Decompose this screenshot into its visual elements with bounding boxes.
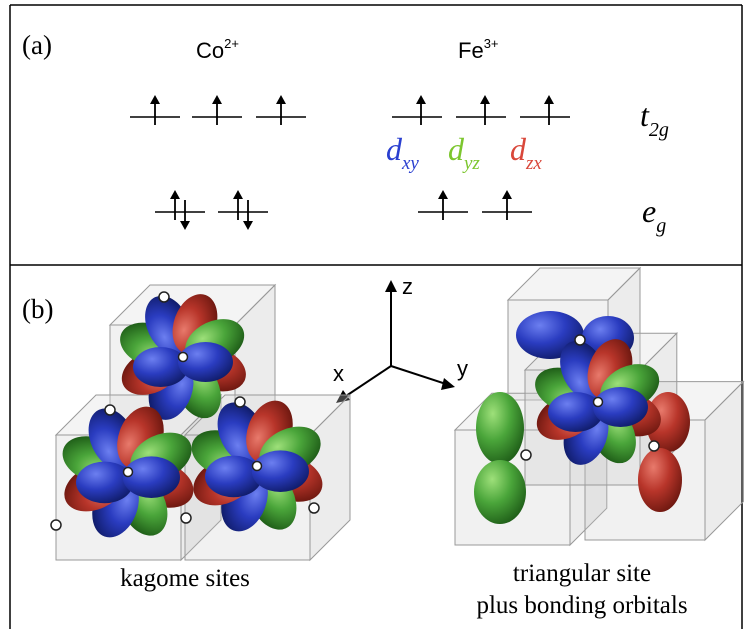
axis-label: y	[457, 356, 468, 381]
site	[594, 398, 603, 407]
site	[51, 520, 61, 530]
orbital-symbol: d	[510, 131, 527, 167]
site	[649, 441, 659, 451]
site	[575, 335, 585, 345]
site	[521, 450, 531, 460]
site	[105, 405, 115, 415]
ion-symbol: Co	[196, 38, 224, 63]
orbital-lobe	[476, 392, 524, 464]
axis-label: z	[402, 274, 413, 299]
site	[124, 468, 133, 477]
arrow-head	[416, 95, 426, 104]
panel-label: (a)	[22, 30, 52, 60]
orbital-subscript: xy	[401, 153, 419, 174]
arrow-head	[243, 221, 253, 230]
arrow-head	[276, 95, 286, 104]
arrow-head	[544, 95, 554, 104]
orbital-label: dzx	[510, 131, 542, 174]
ion-label: Co2+	[196, 36, 239, 63]
caption: kagome sites	[120, 565, 250, 592]
orbital-label: dxy	[386, 131, 419, 174]
orbital-lobe	[474, 460, 526, 524]
kagome-cluster	[51, 285, 350, 560]
orbital-lobe	[123, 456, 180, 498]
site	[159, 292, 169, 302]
orbital-lobe	[593, 387, 648, 427]
site	[181, 513, 191, 523]
orbital-subscript: yz	[462, 153, 480, 174]
arrow-head	[502, 190, 512, 199]
orbital-symbol: d	[448, 131, 465, 167]
level-symbol: e	[642, 193, 656, 229]
level-subscript: g	[656, 215, 666, 237]
arrow-head	[438, 190, 448, 199]
arrow-head	[480, 95, 490, 104]
orbital-symbol: d	[386, 131, 403, 167]
level-subscript: 2g	[649, 119, 669, 141]
level-label: eg	[642, 193, 666, 237]
arrow-head	[212, 95, 222, 104]
caption: triangular site	[513, 560, 651, 587]
axes-triad	[336, 280, 455, 403]
orbital-lobe	[252, 450, 309, 492]
site	[179, 353, 188, 362]
orbital-lobe	[638, 448, 682, 512]
triangular-cluster	[455, 268, 743, 545]
arrow-head	[233, 190, 243, 199]
level-label: t2g	[640, 97, 669, 141]
orbital-label: dyz	[448, 131, 480, 174]
arrow-head	[180, 221, 190, 230]
site	[253, 462, 262, 471]
panel-label: (b)	[22, 294, 53, 324]
axis-label: x	[333, 361, 344, 386]
orbital-subscript: zx	[525, 153, 542, 174]
site	[235, 397, 245, 407]
arrow-head	[150, 95, 160, 104]
figure: (a) Co2+ Fe3+ t2g eg dxy dyz dzx (b) z x…	[0, 0, 746, 629]
ion-label: Fe3+	[458, 36, 499, 63]
ion-charge: 3+	[484, 36, 499, 51]
ion-charge: 2+	[224, 36, 239, 51]
ion-symbol: Fe	[458, 38, 484, 63]
site	[309, 503, 319, 513]
caption: plus bonding orbitals	[476, 592, 687, 619]
orbital-lobe	[178, 342, 233, 382]
arrow-head	[170, 190, 180, 199]
